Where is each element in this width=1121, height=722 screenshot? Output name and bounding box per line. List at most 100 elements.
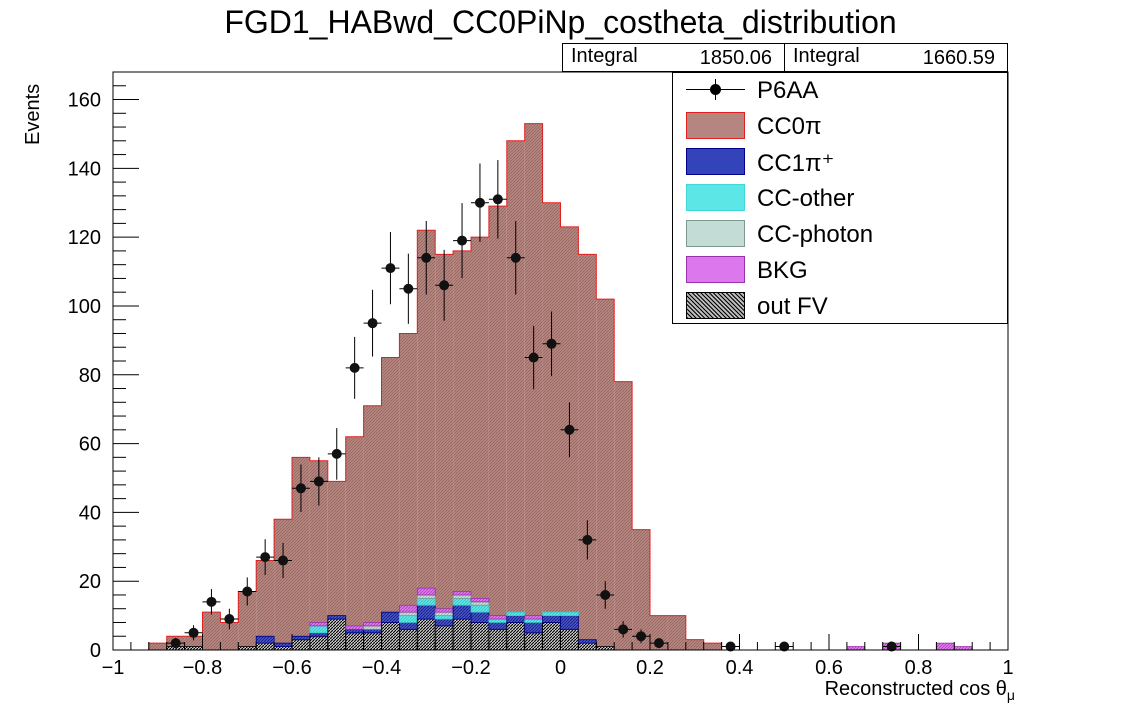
bg-bin-outfv xyxy=(595,646,615,651)
x-tick-label: −0.6 xyxy=(272,657,311,679)
bg-bin-cc1pi xyxy=(398,622,418,630)
bg-bin-bkg xyxy=(398,604,418,613)
data-point xyxy=(224,614,235,625)
mc-bin xyxy=(220,622,239,650)
bg-bin-ccother xyxy=(398,615,418,623)
data-point xyxy=(313,476,324,487)
bg-bin-outfv xyxy=(184,646,203,651)
legend-entry-cc0pi: CC0π xyxy=(673,109,1007,145)
bg-bin-cc1pi xyxy=(542,615,561,623)
y-tick-label: 120 xyxy=(68,227,101,249)
x-tick-label: 1 xyxy=(1002,657,1013,679)
bg-bin-ccother xyxy=(452,597,472,606)
mc-bin xyxy=(453,250,471,650)
bg-bin-ccother xyxy=(309,625,329,634)
bg-bin-outfv xyxy=(237,646,257,651)
bg-bin-bkg xyxy=(953,646,973,651)
mc-bin xyxy=(363,405,382,650)
bg-bin-bkg xyxy=(345,625,365,630)
mc-bin xyxy=(309,460,328,650)
bg-bin-outfv xyxy=(560,628,579,651)
swatch-cc1pi xyxy=(686,148,745,175)
bg-bin-cc1pi xyxy=(309,632,329,637)
x-axis-title: Reconstructed cos θμ xyxy=(825,678,1015,703)
mc-bin xyxy=(274,519,292,650)
bg-bin-outfv xyxy=(416,618,436,651)
y-tick-label: 40 xyxy=(79,502,101,524)
mc-bin xyxy=(542,202,561,650)
data-point xyxy=(725,641,736,652)
chart-title: FGD1_HABwd_CC0PiNp_costheta_distribution xyxy=(224,4,897,40)
bg-bin-cc1pi xyxy=(560,615,579,630)
legend-entry-bkg: BKG xyxy=(673,253,1007,289)
data-point xyxy=(421,252,432,263)
data-point xyxy=(653,638,664,649)
bg-bin-outfv xyxy=(470,622,490,651)
bg-bin-outfv xyxy=(345,632,365,651)
swatch-ccphoton xyxy=(686,220,745,247)
y-tick-label: 0 xyxy=(90,640,101,662)
bg-bin-outfv xyxy=(309,635,329,651)
bg-bin-ccother xyxy=(470,604,490,613)
x-tick-label: −0.4 xyxy=(362,657,401,679)
mc-bin xyxy=(703,643,722,650)
data-point xyxy=(636,631,647,642)
y-tick-label: 160 xyxy=(68,90,101,112)
data-point xyxy=(439,280,450,291)
bg-bin-bkg xyxy=(452,591,472,596)
mc-bin xyxy=(506,140,525,651)
x-tick-label: 0.8 xyxy=(905,657,933,679)
swatch-ccother xyxy=(686,184,745,211)
y-axis-title: Events xyxy=(22,83,44,145)
data-point xyxy=(260,552,271,563)
bg-bin-outfv xyxy=(524,632,544,651)
y-tick-label: 20 xyxy=(79,571,101,593)
data-point xyxy=(331,448,342,459)
legend-label: BKG xyxy=(757,257,808,284)
bg-bin-outfv xyxy=(542,622,561,651)
bg-bin-ccphoton xyxy=(363,625,382,630)
data-point xyxy=(385,263,396,274)
data-point xyxy=(242,586,253,597)
bg-bin-bkg xyxy=(470,597,490,603)
data-point xyxy=(564,424,575,435)
mc-bin xyxy=(345,436,364,650)
data-point xyxy=(582,534,593,545)
bg-bin-outfv xyxy=(488,628,508,651)
mc-bin xyxy=(667,615,686,650)
stats-value: 1660.59 xyxy=(922,47,995,69)
legend-entry-outfv: out FV xyxy=(673,289,1007,325)
legend-label: CC0π xyxy=(757,113,822,140)
stats-value: 1850.06 xyxy=(699,47,772,69)
bg-bin-ccother xyxy=(506,611,526,616)
bg-bin-bkg xyxy=(309,622,329,627)
mc-bin xyxy=(148,643,167,650)
data-point xyxy=(886,641,897,652)
mc-bin xyxy=(614,381,633,650)
legend-entry-ccphoton: CC-photon xyxy=(673,217,1007,253)
legend-label: CC-photon xyxy=(757,221,874,248)
x-tick-label: 0.6 xyxy=(815,657,843,679)
bg-bin-cc1pi xyxy=(255,635,275,644)
bg-bin-ccphoton xyxy=(452,594,472,599)
bg-bin-outfv xyxy=(398,628,418,651)
bg-bin-cc1pi xyxy=(273,642,293,647)
bg-bin-cc1pi xyxy=(363,628,382,634)
bg-bin-ccother xyxy=(542,611,561,616)
legend-entry-ccother: CC-other xyxy=(673,181,1007,217)
bg-bin-outfv xyxy=(434,625,454,651)
y-tick-label: 100 xyxy=(68,296,101,318)
bg-bin-outfv xyxy=(273,646,293,651)
bg-bin-bkg xyxy=(524,615,544,620)
data-points xyxy=(166,160,901,652)
bg-bin-ccphoton xyxy=(398,611,418,616)
data-point xyxy=(546,338,557,349)
mc-bin xyxy=(238,591,257,650)
mc-bin xyxy=(292,457,310,650)
data-point xyxy=(618,624,629,635)
legend-label: P6AA xyxy=(757,77,819,104)
y-tick-label: 60 xyxy=(79,434,101,456)
swatch-cc0pi xyxy=(686,112,745,139)
bg-bin-outfv xyxy=(327,618,347,651)
